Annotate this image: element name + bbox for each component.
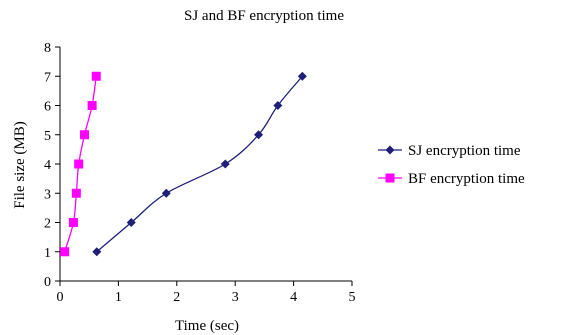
series-sj — [92, 71, 307, 257]
axes: 0 1 2 3 4 5 0 1 2 3 4 5 6 7 8 — [44, 41, 356, 305]
x-axis-label: Time (sec) — [175, 318, 239, 334]
data-point — [220, 159, 230, 169]
data-point — [80, 130, 90, 140]
x-tick-label: 5 — [349, 290, 356, 305]
legend-label: BF encryption time — [408, 171, 525, 187]
legend-item: SJ encryption time — [378, 143, 521, 159]
series-line — [96, 75, 303, 253]
y-tick-label: 6 — [44, 100, 51, 115]
data-point — [87, 101, 97, 110]
data-point — [126, 218, 136, 227]
data-point — [254, 130, 264, 140]
data-point — [60, 247, 70, 257]
legend-marker — [385, 173, 395, 183]
data-point — [68, 218, 78, 227]
data-point — [297, 71, 307, 81]
y-tick-label: 7 — [44, 70, 51, 85]
data-point — [74, 159, 84, 169]
legend-item: BF encryption time — [378, 171, 525, 187]
x-tick-label: 1 — [115, 290, 122, 305]
y-tick-label: 8 — [44, 41, 51, 56]
legend: SJ encryption time BF encryption time — [378, 143, 525, 187]
y-tick-label: 4 — [44, 158, 51, 173]
series-layer — [60, 71, 307, 257]
chart-title: SJ and BF encryption time — [184, 8, 344, 24]
y-tick-label: 3 — [44, 187, 51, 202]
y-tick-label: 1 — [44, 246, 51, 261]
y-tick-label: 5 — [44, 129, 51, 144]
data-point — [91, 71, 101, 81]
y-tick-label: 0 — [44, 275, 51, 290]
y-axis-label: File size (MB) — [12, 121, 28, 209]
data-point — [92, 247, 102, 257]
data-point — [273, 101, 283, 110]
data-point — [71, 188, 81, 198]
legend-label: SJ encryption time — [408, 143, 521, 159]
plot-area: 0 1 2 3 4 5 0 1 2 3 4 5 6 7 8 — [44, 41, 356, 305]
legend-marker — [385, 145, 395, 155]
y-tick-label: 2 — [44, 217, 51, 232]
x-tick-label: 4 — [290, 290, 297, 305]
series-bf — [60, 71, 101, 257]
x-tick-label: 3 — [232, 290, 239, 305]
x-tick-label: 0 — [57, 290, 64, 305]
data-point — [161, 188, 171, 198]
x-tick-label: 2 — [173, 290, 180, 305]
